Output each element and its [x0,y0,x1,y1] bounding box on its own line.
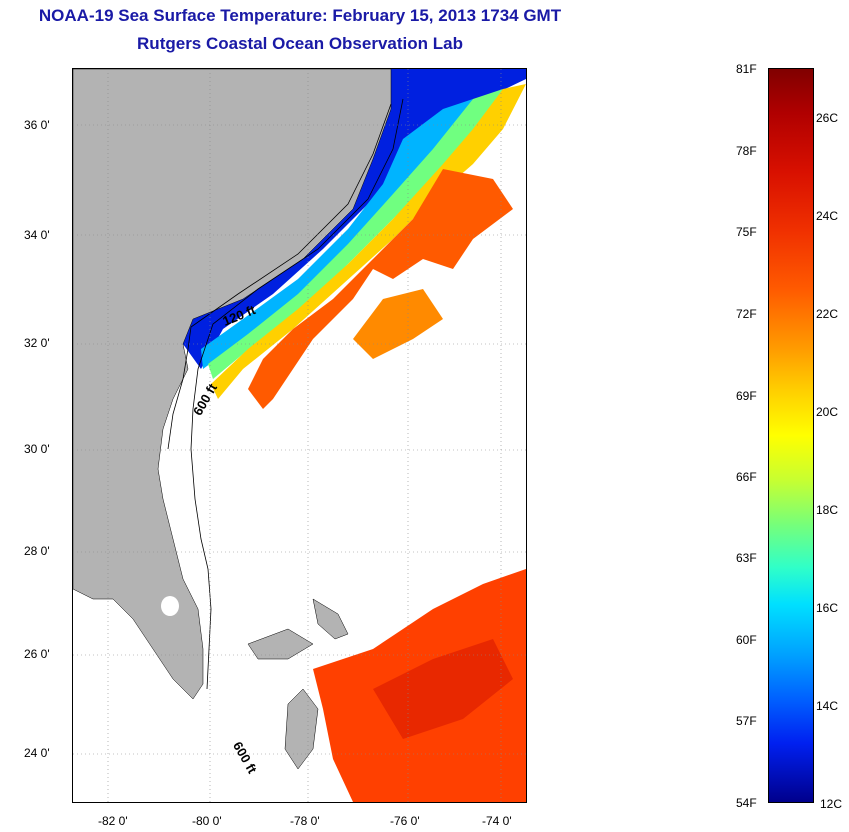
temperature-colorbar [768,68,814,803]
lat-tick-label: 28 0' [24,544,50,558]
chart-subtitle: Rutgers Coastal Ocean Observation Lab [137,34,463,53]
colorbar-f-label: 78F [736,144,757,158]
lon-tick-label: -76 0' [390,814,420,828]
colorbar-f-label: 57F [736,714,757,728]
us-landmass [73,69,392,700]
lon-tick-label: -74 0' [482,814,512,828]
colorbar-c-label: 24C [816,209,839,223]
colorbar-c-label: 22C [816,307,839,321]
contour-120ft [167,103,392,450]
warm-water-band [211,84,526,399]
colorbar-c-label: 20C [816,405,839,419]
map-graphic [73,69,526,802]
colorbar-f-label: 54F [736,796,757,810]
sst-map [72,68,527,803]
colorbar-f-label: 66F [736,470,757,484]
colorbar-f-label: 69F [736,389,757,403]
colorbar-f-label: 72F [736,307,757,321]
lat-tick-label: 30 0' [24,442,50,456]
colorbar-f-label: 81F [736,62,757,76]
cold-coastal-water [183,69,526,369]
colorbar-c-label: 14C [816,699,839,713]
lat-tick-label: 26 0' [24,647,50,661]
lat-tick-label: 34 0' [24,228,50,242]
lat-tick-label: 32 0' [24,336,50,350]
colorbar-c-label: 18C [816,503,839,517]
cool-water-band [201,99,473,369]
lat-tick-label: 24 0' [24,746,50,760]
lon-tick-label: -82 0' [98,814,128,828]
lake-okeechobee [161,596,179,616]
chart-title: NOAA-19 Sea Surface Temperature: Februar… [38,6,562,25]
lon-tick-label: -80 0' [192,814,222,828]
gulf-stream-north [248,169,513,409]
colorbar-c-label: 12C [820,797,843,811]
warm-patch [353,289,443,359]
colorbar-f-label: 75F [736,225,757,239]
bahamas-andros [284,688,319,770]
lon-tick-label: -78 0' [290,814,320,828]
colorbar-f-label: 60F [736,633,757,647]
bahamas-abaco [312,598,349,640]
contour-600ft [190,98,404,690]
colorbar-c-label: 26C [816,111,839,125]
colorbar-f-label: 63F [736,551,757,565]
lat-tick-label: 36 0' [24,118,50,132]
bahamas-bank [247,628,314,660]
mild-water-band [208,89,503,379]
colorbar-c-label: 16C [816,601,839,615]
